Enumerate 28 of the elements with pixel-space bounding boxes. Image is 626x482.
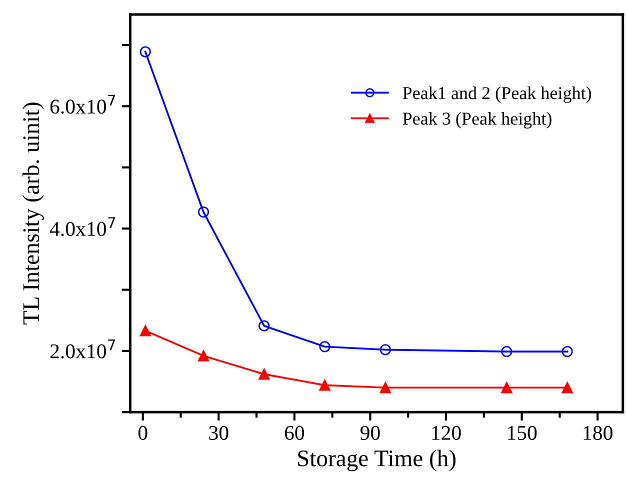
y-axis-title: TL Intensity (arb. uinit) xyxy=(22,102,44,325)
x-tick-label: 120 xyxy=(432,426,461,440)
x-tick-label: 150 xyxy=(508,426,537,440)
x-axis-title: Storage Time (h) xyxy=(298,450,456,472)
legend-label: Peak 3 (Peak height) xyxy=(402,112,552,128)
point xyxy=(501,382,512,394)
point xyxy=(319,341,330,352)
point xyxy=(562,382,573,394)
legend-label: Peak1 and 2 (Peak height) xyxy=(402,86,592,103)
point xyxy=(380,344,391,356)
y-tick-label: 2.0x10$^{7}$ xyxy=(50,340,116,358)
point xyxy=(562,346,573,358)
point xyxy=(258,320,270,332)
x-tick-label: 90 xyxy=(360,426,380,440)
point xyxy=(198,350,210,362)
point xyxy=(140,325,151,336)
x-tick-label: 60 xyxy=(284,426,304,440)
point xyxy=(380,382,391,394)
y-tick-label: 6.0x10$^{7}$ xyxy=(50,94,116,114)
point xyxy=(319,380,330,391)
x-tick-label: 30 xyxy=(209,426,228,440)
point xyxy=(258,368,270,380)
y-tick-label: 4.0x10$^{7}$ xyxy=(50,217,116,236)
point xyxy=(501,346,512,358)
point xyxy=(140,46,151,58)
x-tick-label: 180 xyxy=(584,426,612,440)
x-tick-label: 0 xyxy=(138,426,148,440)
point xyxy=(198,206,210,218)
